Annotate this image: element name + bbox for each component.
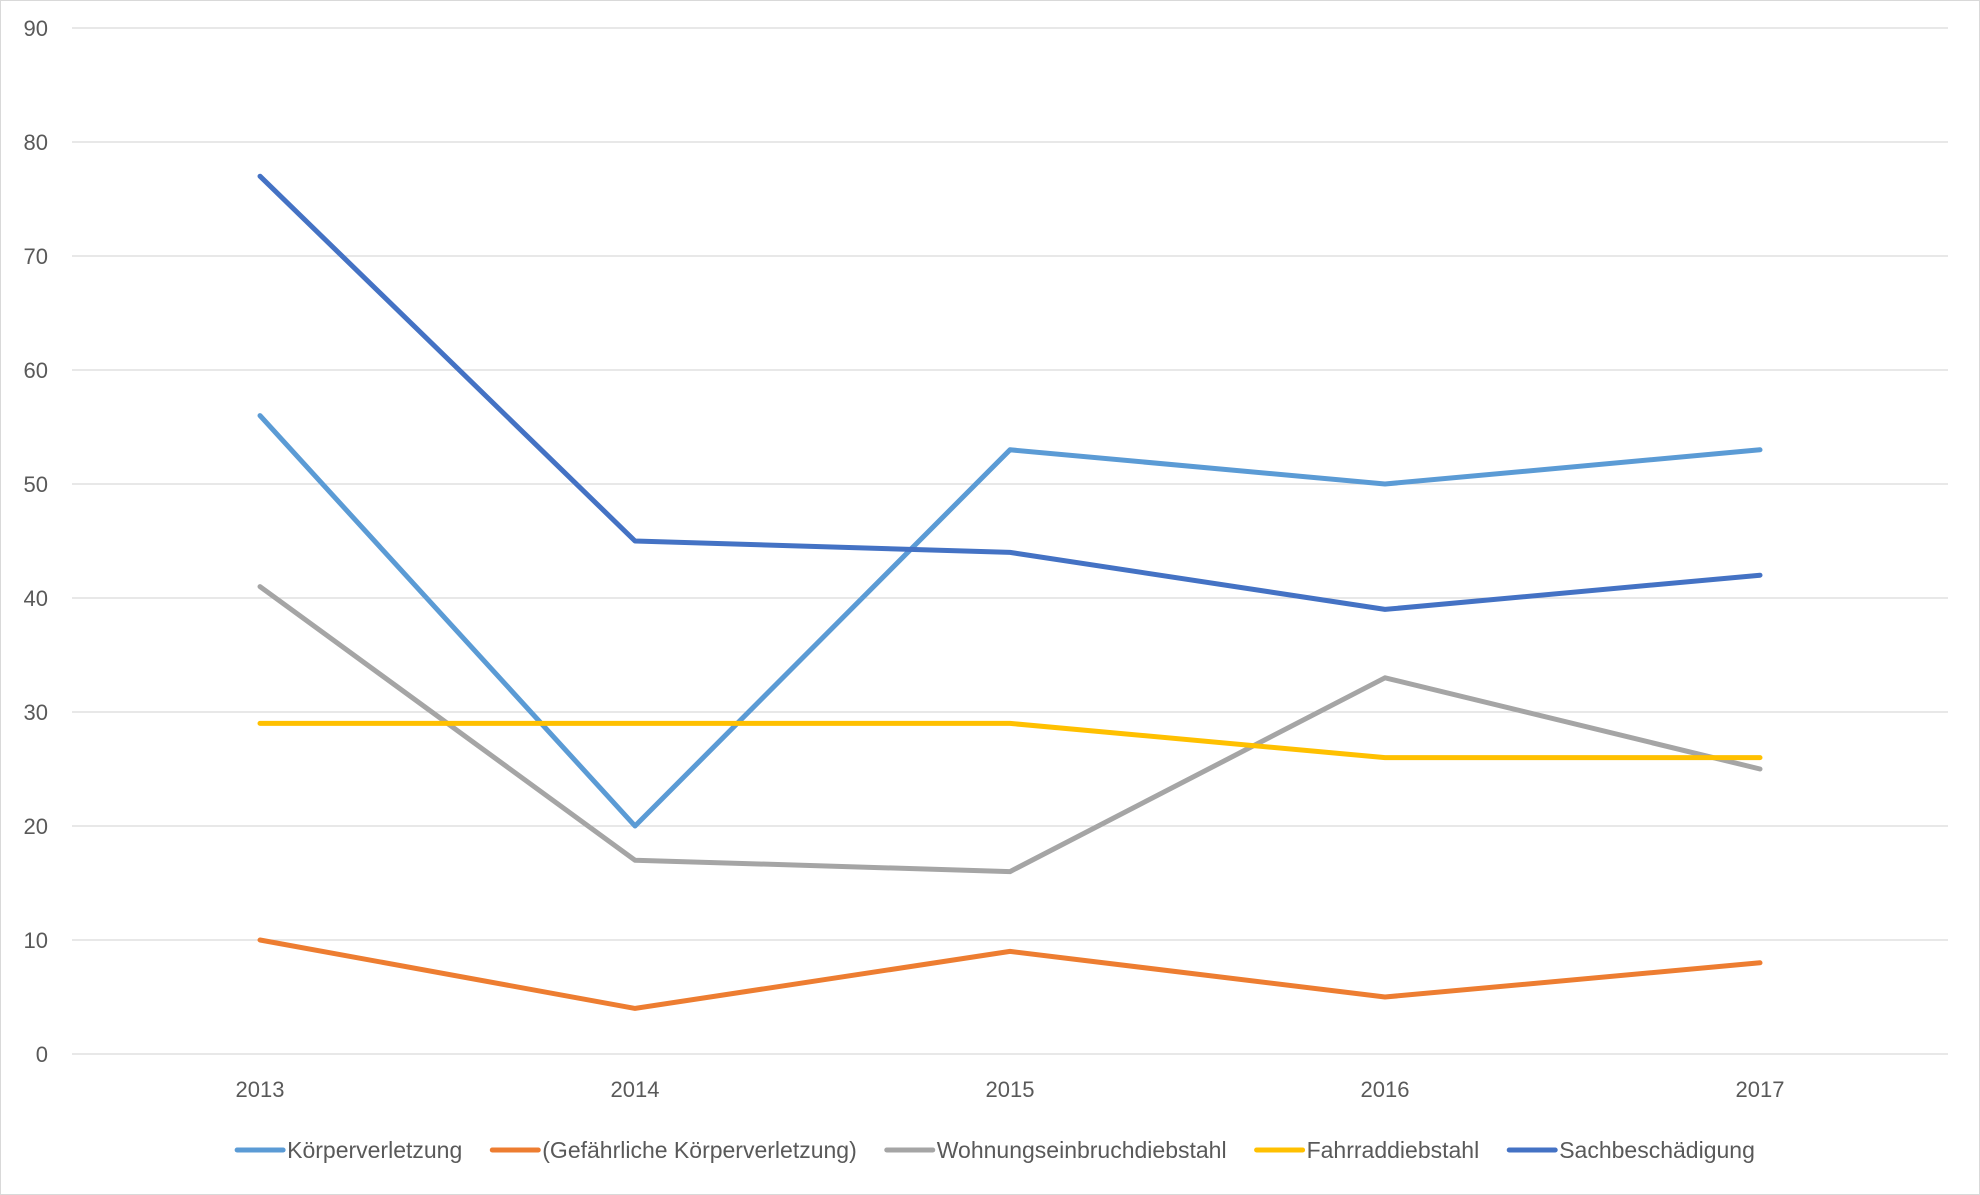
y-tick-label: 60	[24, 358, 48, 383]
y-tick-label: 90	[24, 16, 48, 41]
y-tick-label: 40	[24, 586, 48, 611]
y-tick-label: 80	[24, 130, 48, 155]
x-tick-label: 2014	[611, 1077, 660, 1102]
series-line-5	[257, 173, 1763, 612]
x-tick-label: 2015	[986, 1077, 1035, 1102]
y-tick-label: 0	[36, 1042, 48, 1067]
legend-label: Fahrraddiebstahl	[1307, 1137, 1480, 1163]
y-tick-label: 50	[24, 472, 48, 497]
series-line-4	[257, 720, 1763, 761]
series-line-3	[257, 584, 1763, 875]
x-tick-label: 2013	[236, 1077, 285, 1102]
legend: Körperverletzung (Gefährliche Körperverle…	[234, 1137, 1755, 1163]
y-tick-label: 10	[24, 928, 48, 953]
legend-label: Wohnungseinbruchdiebstahl	[937, 1137, 1227, 1163]
y-tick-label: 70	[24, 244, 48, 269]
legend-label: (Gefährliche Körperverletzung)	[542, 1137, 856, 1163]
gridlines	[72, 27, 1948, 1055]
legend-item: Sachbeschädigung	[1506, 1137, 1755, 1163]
x-tick-label: 2017	[1736, 1077, 1785, 1102]
y-axis-tick-labels: 0 10 20 30 40 50 60 70 80 90	[24, 16, 48, 1067]
legend-item: Körperverletzung	[234, 1137, 462, 1163]
legend-item: (Gefährliche Körperverletzung)	[489, 1137, 857, 1163]
x-axis-tick-labels: 2013 2014 2015 2016 2017	[236, 1077, 1785, 1102]
series-lines	[257, 173, 1763, 1011]
y-tick-label: 20	[24, 814, 48, 839]
legend-label: Sachbeschädigung	[1559, 1137, 1755, 1163]
legend-item: Fahrraddiebstahl	[1254, 1137, 1480, 1163]
legend-item: Wohnungseinbruchdiebstahl	[884, 1137, 1227, 1163]
series-line-2	[257, 937, 1763, 1011]
series-line-1	[257, 413, 1763, 829]
legend-label: Körperverletzung	[287, 1137, 462, 1163]
x-tick-label: 2016	[1361, 1077, 1410, 1102]
y-tick-label: 30	[24, 700, 48, 725]
